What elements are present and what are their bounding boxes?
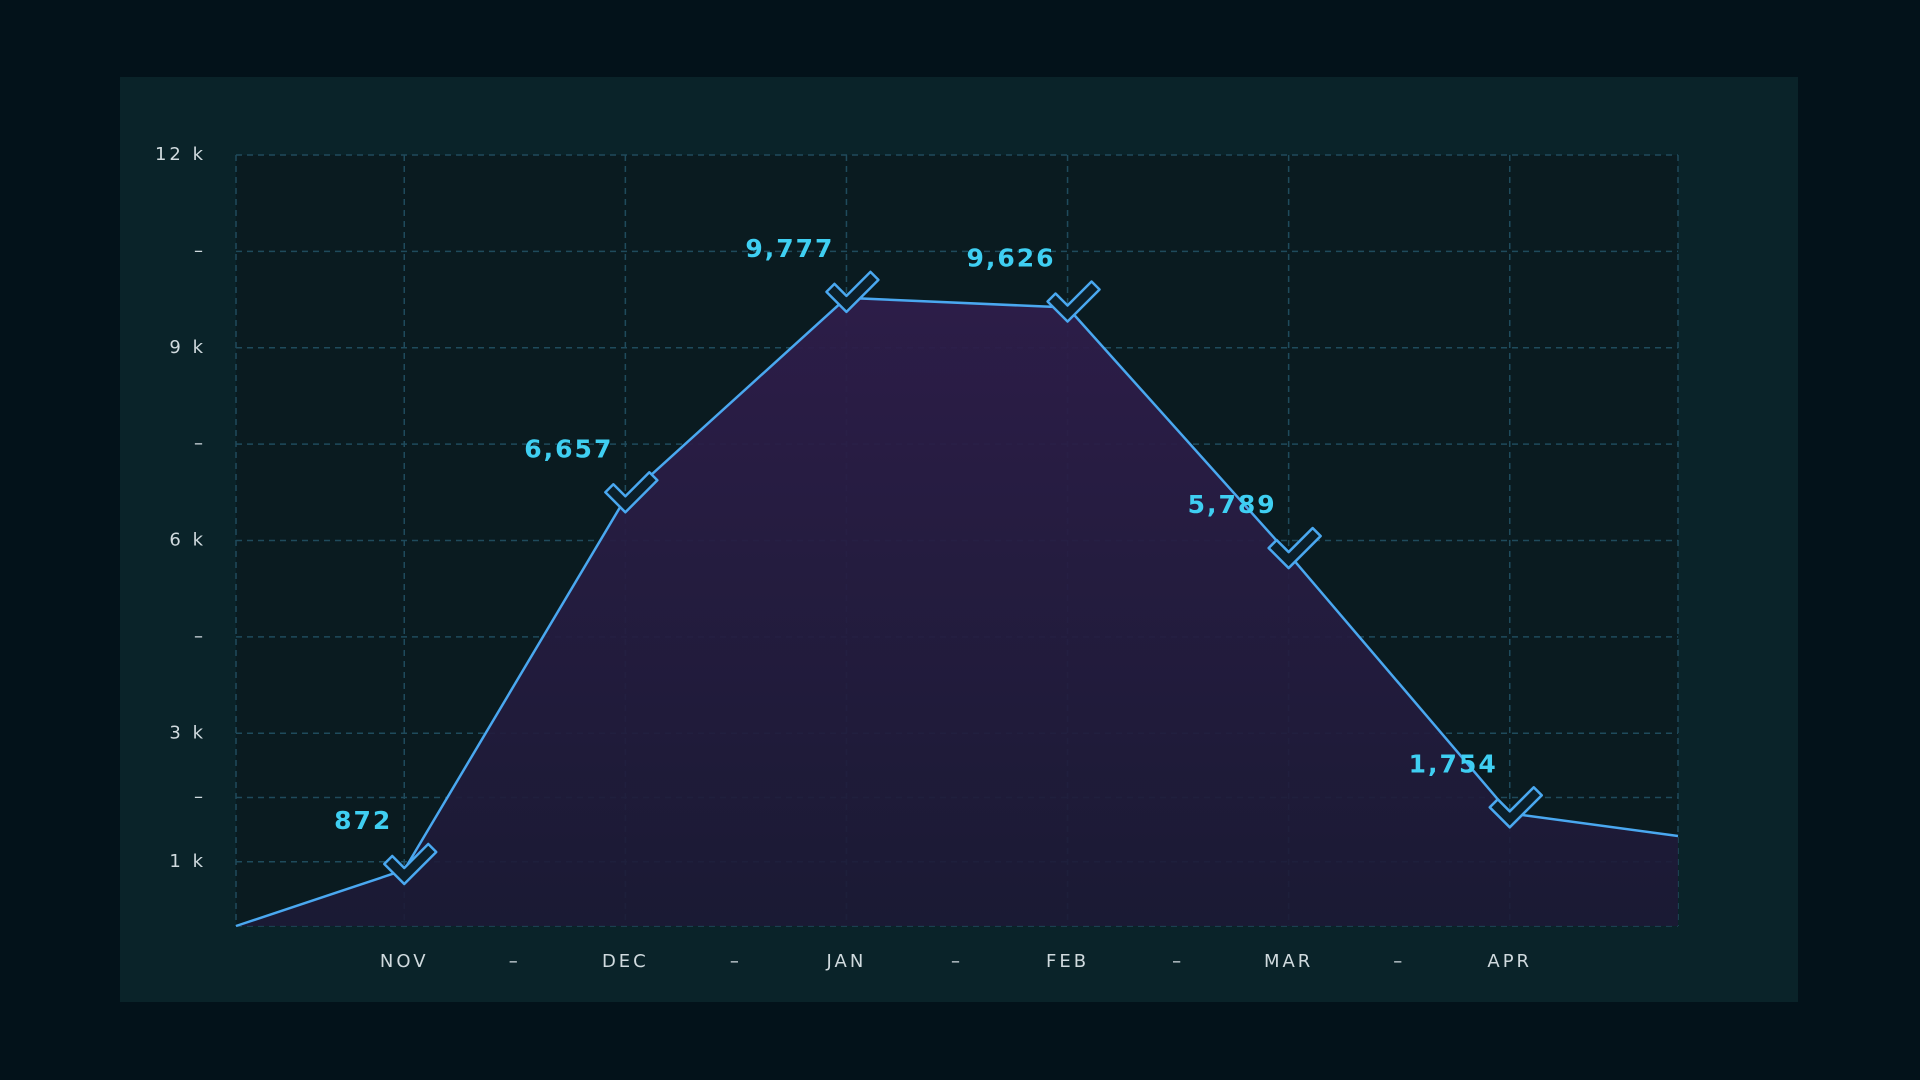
value-label: 6,657 bbox=[524, 434, 613, 463]
check-marker bbox=[604, 471, 659, 514]
check-marker bbox=[1046, 280, 1101, 323]
y-tick-label: – bbox=[194, 240, 206, 261]
x-minor-label: – bbox=[951, 951, 963, 972]
y-tick-label: – bbox=[194, 787, 206, 808]
x-tick-label: DEC bbox=[602, 951, 649, 972]
check-marker bbox=[825, 270, 880, 314]
y-tick-label: 12 k bbox=[155, 144, 206, 165]
value-label: 1,754 bbox=[1409, 749, 1498, 778]
y-tick-label: – bbox=[194, 433, 206, 454]
check-marker bbox=[1267, 526, 1322, 570]
line bbox=[235, 296, 1679, 928]
x-tick-label: NOV bbox=[380, 951, 429, 972]
x-minor-label: – bbox=[1393, 951, 1405, 972]
y-tick-label: – bbox=[194, 626, 206, 647]
value-label: 872 bbox=[334, 806, 392, 835]
x-tick-label: APR bbox=[1487, 951, 1532, 972]
x-tick-label: FEB bbox=[1046, 951, 1089, 972]
area-fill bbox=[236, 297, 1678, 926]
y-tick-label: 6 k bbox=[169, 530, 206, 551]
check-marker bbox=[383, 842, 438, 886]
value-label: 9,777 bbox=[745, 234, 834, 263]
x-tick-label: JAN bbox=[826, 951, 867, 972]
x-minor-label: – bbox=[730, 951, 742, 972]
check-marker bbox=[1488, 786, 1543, 829]
x-minor-label: – bbox=[1172, 951, 1184, 972]
value-label: 5,789 bbox=[1188, 490, 1277, 519]
y-tick-label: 9 k bbox=[169, 337, 206, 358]
y-tick-label: 3 k bbox=[169, 722, 206, 743]
x-tick-label: MAR bbox=[1264, 951, 1313, 972]
y-tick-label: 1 k bbox=[169, 851, 206, 872]
value-label: 9,626 bbox=[966, 244, 1055, 273]
x-minor-label: – bbox=[509, 951, 521, 972]
